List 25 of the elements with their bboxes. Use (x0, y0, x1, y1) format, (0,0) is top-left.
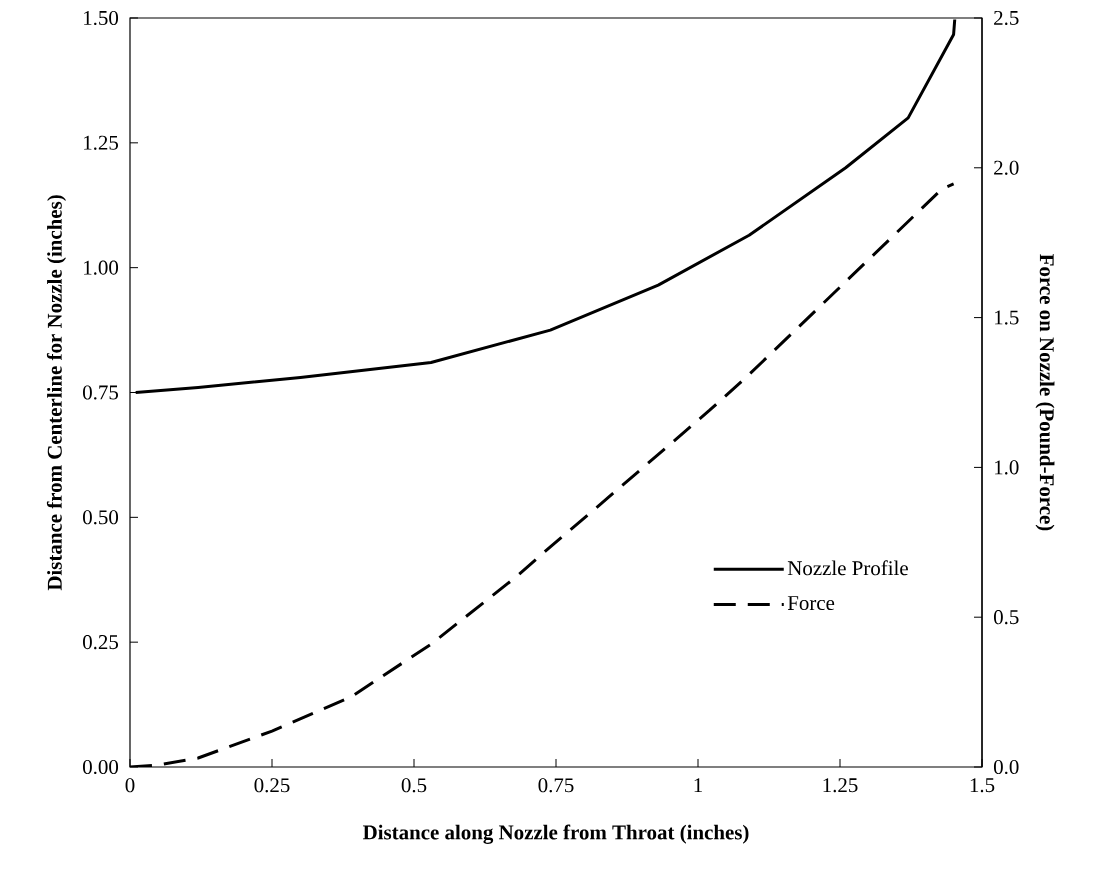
y2-tick-label: 1.0 (995, 460, 1019, 475)
x-tick-label: 1.25 (823, 778, 858, 793)
x-axis-title: Distance along Nozzle from Throat (inches) (362, 824, 749, 844)
y-axis-title: Distance from Centerline for Nozzle (inches) (46, 195, 67, 591)
y2-tick-label: 0.5 (993, 610, 1019, 625)
legend-label: Force (787, 596, 835, 611)
y-tick-label: 0.00 (83, 759, 119, 775)
y-tick-label: 1.25 (84, 135, 118, 150)
y2-tick-label: 2.0 (994, 160, 1019, 175)
x-tick-label: 1 (694, 778, 702, 792)
x-tick-label: 1.5 (970, 778, 995, 793)
legend-label: Nozzle Profile (787, 560, 908, 576)
y-tick-label: 0.50 (83, 510, 119, 525)
x-tick-label: 0 (125, 778, 135, 793)
y-tick-label: 0.75 (83, 385, 118, 400)
y2-tick-label: 1.5 (995, 310, 1019, 325)
x-tick-label: 0.75 (538, 778, 574, 793)
x-tick-label: 0.5 (401, 778, 427, 793)
x-tick-label: 0.25 (254, 778, 290, 793)
y-tick-label: 1.00 (84, 260, 119, 275)
y2-tick-label: 0.0 (993, 759, 1019, 775)
y-tick-label: 1.50 (84, 10, 119, 26)
y2-tick-label: 2.5 (994, 10, 1019, 26)
y-tick-label: 0.25 (83, 635, 118, 650)
y2-axis-title: Force on Nozzle (Pound-Force) (1035, 254, 1055, 531)
